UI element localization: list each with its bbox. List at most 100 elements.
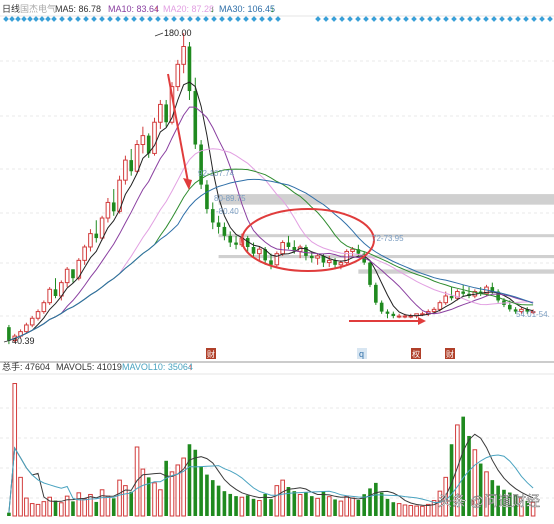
ma20-label: MA20: 87.28: [163, 4, 214, 14]
volume-bar-up: [257, 500, 262, 517]
volume-bar-down: [507, 492, 512, 516]
candle-body-up: [443, 295, 449, 304]
candle-body-down: [205, 184, 209, 210]
candle-body-down: [251, 246, 256, 254]
gap-band: [218, 255, 554, 259]
candle-body-down: [111, 202, 116, 212]
header-marker-diamond: [539, 16, 545, 22]
volume-bar-up: [88, 493, 93, 517]
ma10-label: MA10: 83.64: [108, 4, 159, 14]
volume-bar-down: [71, 501, 75, 516]
header-marker-diamond: [347, 16, 353, 22]
volume-bar-up: [425, 503, 431, 517]
header-marker-diamond: [259, 16, 265, 22]
gap1-label: 92-107.74: [198, 169, 235, 178]
event-marker-3[interactable]: [445, 348, 455, 359]
volume-bar-down: [391, 502, 396, 516]
ma20-arrow: ↓: [210, 4, 215, 14]
candle-body-up: [64, 268, 70, 284]
candle-body-up: [338, 262, 344, 266]
volume-bar-up: [123, 485, 128, 517]
event-marker-2[interactable]: [411, 348, 421, 359]
header-marker-diamond: [219, 16, 225, 22]
volume-bar-down: [385, 498, 390, 516]
header-marker-diamond: [371, 16, 377, 22]
header-marker-diamond: [179, 16, 185, 22]
header-marker-diamond: [267, 16, 273, 22]
header-marker-diamond: [315, 16, 321, 22]
header-marker-diamond: [507, 16, 513, 22]
ma30-arrow: ↓: [270, 4, 275, 14]
volume-bar-down: [309, 496, 314, 516]
candle-body-down: [304, 246, 308, 256]
header-marker-diamond: [123, 16, 129, 22]
volume-bar-up: [414, 505, 419, 517]
header-marker-diamond: [155, 16, 161, 22]
event-marker-1[interactable]: [206, 348, 216, 359]
volume-bar-down: [7, 512, 11, 516]
header-marker-diamond: [91, 16, 97, 22]
header-marker-diamond: [403, 16, 409, 22]
header-marker-diamond: [411, 16, 417, 22]
header-marker-diamond: [499, 16, 505, 22]
period-label[interactable]: 日线: [2, 3, 20, 14]
volume-bar-up: [152, 482, 157, 517]
header-marker-diamond: [21, 16, 27, 22]
header-marker-diamond: [195, 16, 201, 22]
candle-body-up: [76, 259, 82, 279]
candle-body-up: [152, 121, 157, 154]
candle-body-down: [245, 238, 250, 247]
candle-body-up: [175, 63, 181, 88]
candle-body-down: [321, 255, 326, 263]
volume-bar-down: [205, 474, 209, 516]
candle-body-up: [24, 324, 29, 333]
event-marker-q-text: q: [359, 349, 364, 359]
candle-body-down: [368, 262, 372, 285]
candle-body-down: [379, 302, 384, 312]
candle-body-up: [123, 159, 128, 181]
volume-bar-down: [368, 488, 372, 516]
volume-bar-up: [105, 495, 111, 517]
header-marker-diamond: [443, 16, 449, 22]
volume-bar-down: [461, 416, 466, 516]
candle-body-down: [187, 46, 192, 92]
header-marker-diamond: [171, 16, 177, 22]
volume-bar-up: [169, 471, 175, 517]
header-marker-diamond: [475, 16, 481, 22]
volume-bar-down: [251, 498, 256, 516]
volume-bar-up: [437, 490, 443, 517]
volume-bar-down: [502, 489, 506, 516]
header-marker-diamond: [3, 16, 9, 22]
candle-body-up: [47, 288, 52, 304]
candle-body-down: [490, 287, 495, 292]
candle-body-down: [164, 104, 168, 123]
volume-bar-up: [158, 489, 163, 517]
header-marker-diamond: [163, 16, 169, 22]
candle-body-down: [292, 246, 297, 252]
header-marker-diamond: [45, 16, 51, 22]
header-marker-diamond: [483, 16, 489, 22]
event-marker-q[interactable]: [357, 348, 367, 359]
header-marker-diamond: [395, 16, 401, 22]
header-marker-diamond: [275, 16, 281, 22]
volume-bar-up: [530, 501, 536, 517]
header-marker-diamond: [363, 16, 369, 22]
volume-bar-down: [478, 463, 483, 516]
volume-bar-down: [449, 444, 454, 516]
gap-band: [218, 234, 554, 238]
volume-bar-down: [234, 496, 238, 516]
volume-bar-down: [164, 460, 168, 516]
header-marker-diamond: [147, 16, 153, 22]
candle-body-down: [228, 235, 233, 243]
candle-body-up: [455, 291, 460, 299]
ma30-line: [8, 178, 534, 341]
header-marker-diamond: [323, 16, 329, 22]
volume-bar-down: [513, 495, 518, 516]
header-marker-diamond: [531, 16, 537, 22]
candle-body-down: [286, 242, 291, 247]
header-marker-diamond: [547, 16, 553, 22]
event-marker-2-text: 权: [412, 349, 420, 359]
header-marker-diamond: [251, 16, 257, 22]
